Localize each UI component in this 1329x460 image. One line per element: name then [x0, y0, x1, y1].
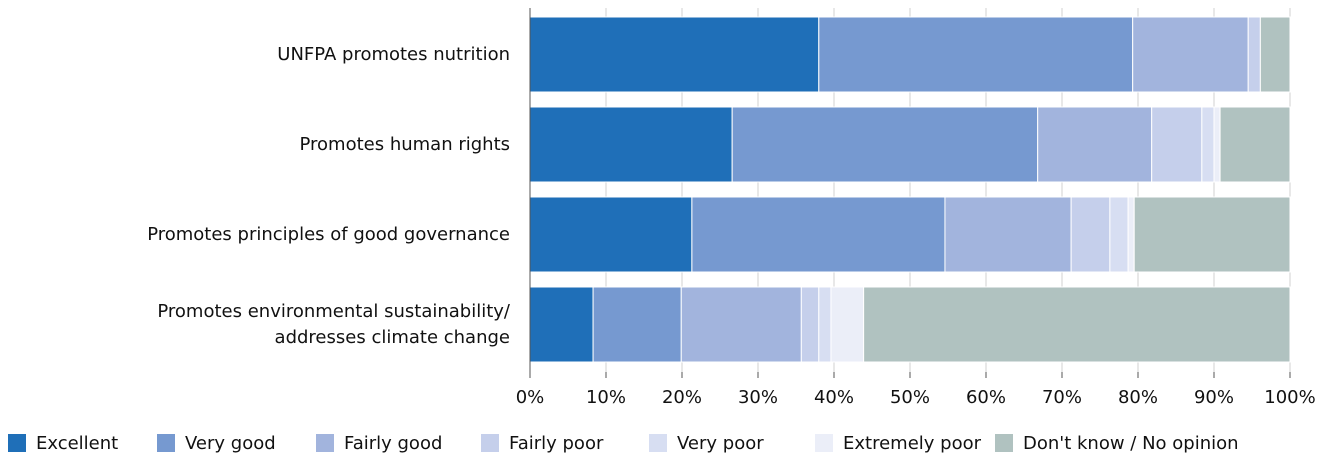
bar-segment [944, 196, 1072, 273]
bars [529, 16, 1291, 363]
category-label: UNFPA promotes nutrition [277, 43, 510, 65]
bar-segment [680, 286, 802, 363]
legend-swatch [649, 434, 667, 452]
legend-swatch [316, 434, 334, 452]
legend-label: Very good [185, 433, 276, 454]
x-tick-label: 70% [1042, 387, 1082, 408]
bar-segment [592, 286, 682, 363]
x-tick-label: 30% [738, 387, 778, 408]
bar-segment [863, 286, 1291, 363]
category-label: Promotes environmental sustainability/ a… [157, 300, 510, 348]
bar-segment [1132, 16, 1249, 93]
bar-segment [529, 16, 820, 93]
bar-segment [529, 196, 693, 273]
bar-segment [1213, 106, 1221, 183]
x-tick-label: 10% [586, 387, 626, 408]
x-tick-label: 50% [890, 387, 930, 408]
legend-label: Fairly good [344, 433, 442, 454]
bar-segment [731, 106, 1039, 183]
legend-swatch [481, 434, 499, 452]
x-tick-label: 90% [1194, 387, 1234, 408]
legend-label: Extremely poor [843, 433, 982, 454]
bar-segment [1133, 196, 1291, 273]
x-tick-label: 80% [1118, 387, 1158, 408]
bar-segment [691, 196, 946, 273]
bar-segment [1201, 106, 1215, 183]
x-tick-label: 60% [966, 387, 1006, 408]
bar-segment [1109, 196, 1129, 273]
legend-swatch [995, 434, 1013, 452]
bar-segment [529, 286, 594, 363]
bar-segment [1151, 106, 1203, 183]
legend-label: Excellent [36, 433, 118, 454]
x-tick-label: 0% [516, 387, 545, 408]
legend-label: Don't know / No opinion [1023, 433, 1239, 454]
legend-label: Very poor [677, 433, 764, 454]
x-tick-label: 40% [814, 387, 854, 408]
bar-segment [1219, 106, 1291, 183]
bar-segment [830, 286, 865, 363]
category-label: Promotes principles of good governance [147, 223, 510, 245]
x-tick-label: 20% [662, 387, 702, 408]
bar-segment [1037, 106, 1153, 183]
bar-segment [1247, 16, 1261, 93]
bar-segment [818, 16, 1134, 93]
bar-segment [1070, 196, 1111, 273]
category-label: Promotes human rights [299, 133, 510, 155]
x-tick-label: 100% [1264, 387, 1315, 408]
bar-segment [1259, 16, 1291, 93]
bar-segment [800, 286, 820, 363]
bar-segment [529, 106, 733, 183]
legend-swatch [815, 434, 833, 452]
bar-segment [1127, 196, 1135, 273]
legend-swatch [157, 434, 175, 452]
bar-segment [818, 286, 832, 363]
legend-label: Fairly poor [509, 433, 604, 454]
legend-swatch [8, 434, 26, 452]
